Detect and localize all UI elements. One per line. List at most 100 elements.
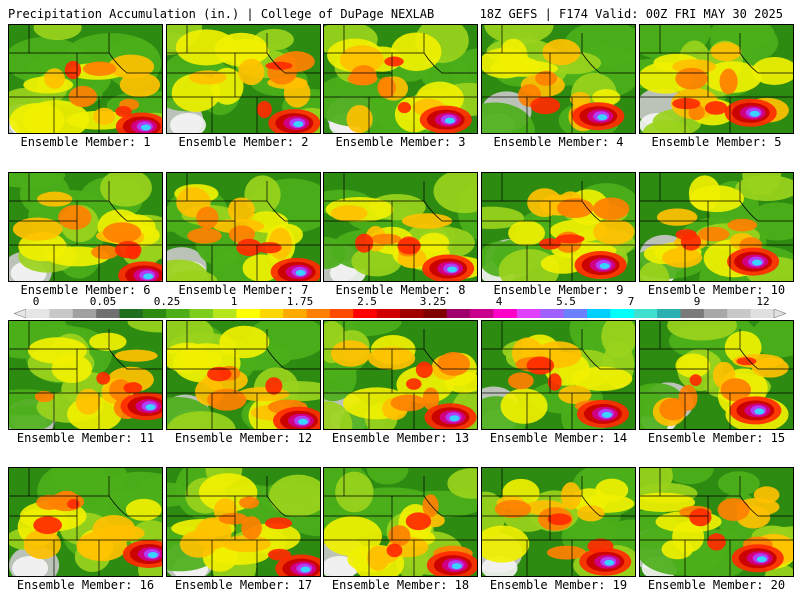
- ensemble-member-map: [323, 24, 478, 134]
- colorbar-swatch: [423, 309, 448, 318]
- precip-area: [437, 352, 471, 376]
- precip-area: [736, 357, 757, 366]
- ensemble-member-map: [639, 467, 794, 577]
- precip-area: [176, 351, 223, 369]
- precip-area: [167, 270, 218, 281]
- precip-area: [601, 411, 612, 418]
- precip-area: [269, 474, 320, 517]
- precip-area: [12, 556, 49, 576]
- ensemble-member-label: Ensemble Member: 4: [493, 135, 624, 149]
- precip-area: [704, 101, 728, 115]
- colorbar-swatch: [727, 309, 751, 318]
- precip-area: [330, 340, 371, 367]
- precip-area: [33, 25, 82, 41]
- precip-field: [482, 173, 635, 281]
- colorbar-swatch: [400, 309, 424, 318]
- precip-area: [697, 227, 730, 242]
- precip-area: [241, 516, 262, 540]
- ensemble-member-label: Ensemble Member: 11: [16, 431, 155, 445]
- precip-area: [558, 385, 592, 404]
- precip-area: [571, 366, 633, 391]
- precip-area: [570, 92, 591, 107]
- ensemble-member-map: [323, 467, 478, 577]
- colorbar-swatch: [703, 309, 728, 318]
- precip-field: [9, 25, 162, 133]
- precip-area: [547, 373, 562, 391]
- precip-area: [418, 232, 450, 253]
- colorbar-swatch: [329, 309, 354, 318]
- precip-area: [169, 113, 206, 133]
- ensemble-member-label: Ensemble Member: 19: [489, 578, 628, 592]
- precip-area: [720, 378, 752, 402]
- colorbar-swatch: [142, 309, 167, 318]
- precip-area: [9, 173, 66, 188]
- precip-area: [228, 225, 256, 244]
- precip-area: [91, 245, 119, 260]
- colorbar-swatch: [540, 309, 564, 318]
- precip-area: [751, 321, 793, 358]
- precip-area: [717, 471, 760, 496]
- precip-area: [123, 382, 143, 394]
- precip-area: [147, 551, 158, 558]
- ensemble-member-map: [8, 320, 163, 430]
- precip-area: [96, 372, 111, 385]
- precip-area: [680, 233, 702, 251]
- precip-area: [754, 408, 765, 415]
- precip-area: [592, 219, 635, 245]
- precip-area: [187, 228, 222, 244]
- precip-area: [592, 197, 630, 220]
- state-boundary: [581, 200, 635, 222]
- precip-area: [451, 563, 462, 570]
- precip-field: [167, 25, 320, 133]
- precip-area: [444, 117, 455, 124]
- precip-area: [719, 68, 738, 95]
- precip-area: [68, 85, 98, 108]
- state-boundary: [266, 200, 320, 222]
- state-boundary: [266, 495, 320, 517]
- ensemble-member-map: [481, 467, 636, 577]
- precip-area: [298, 418, 309, 425]
- precip-area: [102, 222, 142, 244]
- precip-area: [330, 205, 368, 222]
- precip-field: [640, 321, 793, 429]
- precip-area: [324, 516, 382, 557]
- precip-area: [447, 266, 458, 273]
- precip-area: [196, 206, 219, 229]
- state-boundary: [108, 200, 162, 222]
- precip-field: [482, 25, 635, 133]
- precip-area: [397, 237, 421, 255]
- colorbar-swatch: [493, 309, 518, 318]
- colorbar-swatch: [236, 309, 261, 318]
- colorbar-tick-label: 0.05: [89, 295, 117, 308]
- precip-area: [207, 366, 232, 382]
- precip-area: [293, 121, 304, 128]
- ensemble-member-label: Ensemble Member: 2: [178, 135, 309, 149]
- precip-area: [707, 533, 726, 551]
- ensemble-member-map: [639, 172, 794, 282]
- ensemble-member-label: Ensemble Member: 3: [335, 135, 466, 149]
- precip-area: [119, 72, 161, 98]
- colorbar-tick-label: 1.75: [286, 295, 314, 308]
- precip-area: [93, 107, 116, 125]
- state-boundary: [423, 348, 477, 370]
- colorbar-swatch: [96, 309, 120, 318]
- ensemble-member-map: [481, 172, 636, 282]
- ensemble-member-map: [323, 320, 478, 430]
- colorbar-swatch: [189, 309, 214, 318]
- colorbar-swatch: [633, 309, 658, 318]
- precip-area: [689, 508, 712, 527]
- precip-area: [659, 398, 688, 421]
- colorbar-swatch: [516, 309, 541, 318]
- colorbar-swatch: [750, 309, 775, 318]
- precip-field: [482, 321, 635, 429]
- precip-area: [115, 105, 132, 117]
- precip-area: [265, 517, 293, 530]
- colorbar-swatch: [26, 309, 50, 318]
- precip-area: [339, 45, 384, 74]
- precip-area: [526, 356, 555, 375]
- precip-area: [175, 29, 237, 66]
- precip-area: [189, 70, 227, 85]
- precip-area: [219, 325, 270, 359]
- precip-area: [220, 38, 269, 65]
- precip-area: [324, 401, 353, 429]
